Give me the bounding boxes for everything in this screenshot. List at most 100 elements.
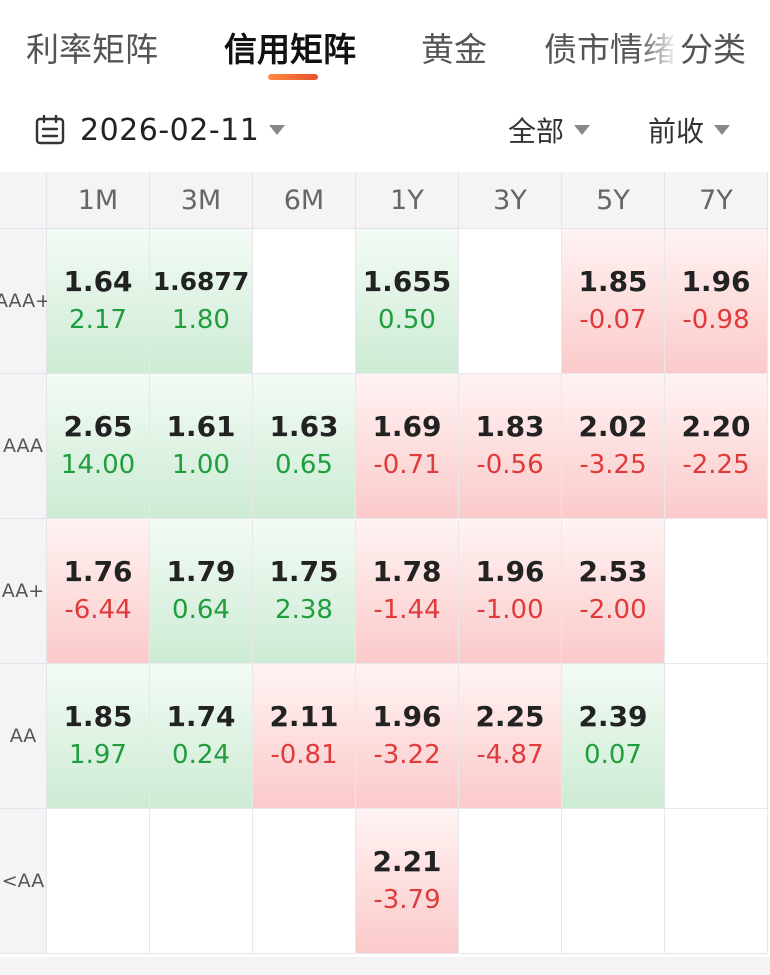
yield-value: 1.74 (166, 700, 236, 733)
row-label: AAA (0, 374, 47, 519)
change-value: 0.50 (378, 305, 436, 335)
column-header-3m: 3M (150, 172, 253, 229)
scope-dropdown[interactable]: 全部 (508, 108, 591, 152)
yield-value: 1.96 (681, 265, 751, 298)
matrix-cell[interactable]: 1.85 1.97 (47, 664, 150, 809)
column-header-3y: 3Y (459, 172, 562, 229)
matrix-cell[interactable]: 2.25 -4.87 (459, 664, 562, 809)
active-tab-indicator (268, 74, 318, 80)
matrix-cell[interactable]: 2.53 -2.00 (562, 519, 665, 664)
date-value: 2026-02-11 (80, 112, 260, 148)
tab-credit-matrix[interactable]: 信用矩阵 (224, 30, 356, 69)
yield-value: 1.96 (372, 700, 442, 733)
tab-category[interactable]: 分类 (676, 28, 746, 72)
change-value: -0.98 (682, 305, 750, 335)
matrix-cell[interactable]: 2.20 -2.25 (665, 374, 768, 519)
matrix-cell[interactable]: 1.96 -3.22 (356, 664, 459, 809)
yield-value: 1.78 (372, 555, 442, 588)
matrix-cell[interactable]: 1.64 2.17 (47, 229, 150, 374)
change-value: 1.97 (69, 740, 127, 770)
matrix-cell[interactable]: 2.65 14.00 (47, 374, 150, 519)
matrix-cell[interactable]: 2.21 -3.79 (356, 809, 459, 954)
matrix-cell[interactable]: 1.69 -0.71 (356, 374, 459, 519)
matrix-cell[interactable]: 1.76 -6.44 (47, 519, 150, 664)
yield-value: 1.96 (475, 555, 545, 588)
yield-value: 1.61 (166, 410, 236, 443)
matrix-cell[interactable]: 1.6877 1.80 (150, 229, 253, 374)
yield-value: 1.85 (578, 265, 648, 298)
yield-value: 1.6877 (152, 267, 250, 296)
column-header-7y: 7Y (665, 172, 768, 229)
compare-dropdown[interactable]: 前收 (648, 108, 731, 152)
change-value: 0.24 (172, 740, 230, 770)
matrix-cell[interactable]: 2.11 -0.81 (253, 664, 356, 809)
change-value: 1.80 (172, 305, 230, 335)
empty-cell (150, 809, 253, 954)
matrix-cell[interactable]: 1.96 -1.00 (459, 519, 562, 664)
yield-value: 1.83 (475, 410, 545, 443)
change-value: -3.22 (373, 740, 441, 770)
compare-label: 前收 (648, 115, 705, 148)
matrix-cell[interactable]: 2.02 -3.25 (562, 374, 665, 519)
matrix-cell[interactable]: 1.74 0.24 (150, 664, 253, 809)
empty-cell (459, 229, 562, 374)
yield-value: 2.21 (372, 845, 442, 878)
yield-value: 2.20 (681, 410, 751, 443)
empty-cell (665, 664, 768, 809)
empty-cell (459, 809, 562, 954)
change-value: -4.87 (476, 740, 544, 770)
change-value: -0.56 (476, 450, 544, 480)
change-value: -2.25 (682, 450, 750, 480)
change-value: 14.00 (60, 450, 136, 480)
caret-down-icon (269, 125, 286, 135)
change-value: -1.44 (373, 595, 441, 625)
change-value: -1.00 (476, 595, 544, 625)
matrix-cell[interactable]: 1.85 -0.07 (562, 229, 665, 374)
empty-cell (47, 809, 150, 954)
row-label: AAA+ (0, 229, 51, 374)
change-value: 1.00 (172, 450, 230, 480)
row-label: <AA (0, 809, 47, 954)
empty-cell (562, 809, 665, 954)
change-value: -3.79 (373, 885, 441, 915)
matrix-cell[interactable]: 1.78 -1.44 (356, 519, 459, 664)
matrix-cell[interactable]: 1.79 0.64 (150, 519, 253, 664)
change-value: -0.81 (270, 740, 338, 770)
matrix-cell[interactable]: 1.75 2.38 (253, 519, 356, 664)
matrix-cell[interactable]: 1.83 -0.56 (459, 374, 562, 519)
column-header-6m: 6M (253, 172, 356, 229)
credit-matrix-table: 1M 3M 6M 1Y 3Y 5Y 7Y AAA+ 1.64 2.17 1.6877 1.80 1.65… (0, 172, 770, 954)
caret-down-icon (714, 125, 731, 135)
matrix-cell[interactable]: 1.96 -0.98 (665, 229, 768, 374)
yield-value: 2.11 (269, 700, 339, 733)
change-value: 2.17 (69, 305, 127, 335)
tab-rate-matrix[interactable]: 利率矩阵 (26, 30, 158, 69)
matrix-cell[interactable]: 1.63 0.65 (253, 374, 356, 519)
yield-value: 1.85 (63, 700, 133, 733)
tab-bar: 利率矩阵 信用矩阵 黄金 债市情绪 分类 (0, 0, 770, 92)
yield-value: 2.53 (578, 555, 648, 588)
caret-down-icon (574, 125, 591, 135)
matrix-cell[interactable]: 1.655 0.50 (356, 229, 459, 374)
column-header-1m: 1M (47, 172, 150, 229)
matrix-cell[interactable]: 2.39 0.07 (562, 664, 665, 809)
yield-value: 1.76 (63, 555, 133, 588)
corner-cell (0, 172, 47, 229)
yield-value: 1.69 (372, 410, 442, 443)
tab-fade (638, 20, 678, 80)
empty-cell (253, 229, 356, 374)
tab-gold[interactable]: 黄金 (421, 30, 487, 69)
change-value: 0.64 (172, 595, 230, 625)
change-value: -2.00 (579, 595, 647, 625)
yield-value: 1.79 (166, 555, 236, 588)
matrix-cell[interactable]: 1.61 1.00 (150, 374, 253, 519)
yield-value: 2.39 (578, 700, 648, 733)
yield-value: 2.65 (63, 410, 133, 443)
date-picker[interactable]: 2026-02-11 (34, 108, 286, 152)
yield-value: 1.64 (63, 265, 133, 298)
empty-cell (665, 519, 768, 664)
empty-cell (665, 809, 768, 954)
change-value: -0.71 (373, 450, 441, 480)
filter-bar: 2026-02-11 全部 前收 (0, 92, 770, 172)
change-value: -3.25 (579, 450, 647, 480)
